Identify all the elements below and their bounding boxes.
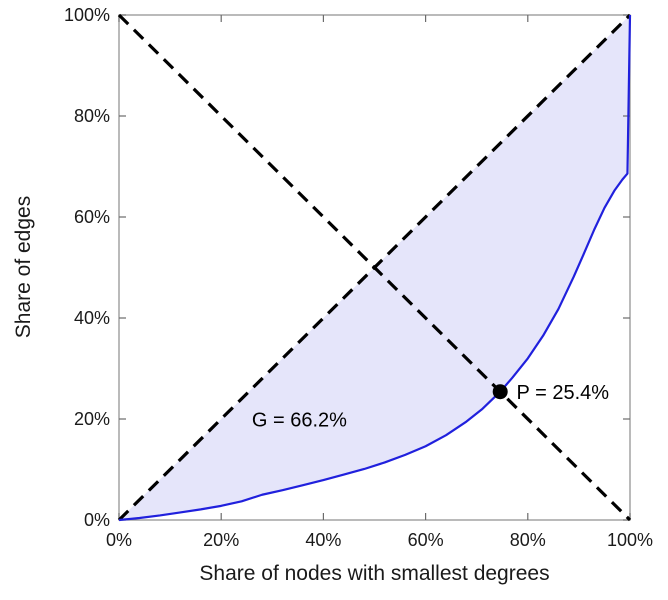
lorenz-curve — [118, 14, 632, 522]
y-tick-label: 40% — [74, 308, 110, 328]
anti-diagonal — [117, 13, 632, 522]
x-tick-label: 20% — [203, 530, 239, 550]
x-tick-label: 40% — [305, 530, 341, 550]
p-label: P = 25.4% — [517, 382, 610, 404]
x-tick-label: 100% — [607, 530, 653, 550]
y-tick-label: 100% — [64, 5, 110, 25]
y-tick-label: 80% — [74, 106, 110, 126]
plot-box — [118, 14, 631, 521]
x-tick-label: 60% — [408, 530, 444, 550]
gini-label: G = 66.2% — [252, 410, 347, 432]
x-axis-label: Share of nodes with smallest degrees — [199, 562, 550, 585]
y-tick-label: 60% — [74, 207, 110, 227]
y-tick-label: 20% — [74, 409, 110, 429]
y-axis-label: Share of edges — [12, 195, 35, 339]
y-tick-label: 0% — [84, 510, 110, 530]
x-tick-label: 0% — [106, 530, 132, 550]
p-marker — [492, 384, 508, 400]
x-tick-label: 80% — [510, 530, 546, 550]
